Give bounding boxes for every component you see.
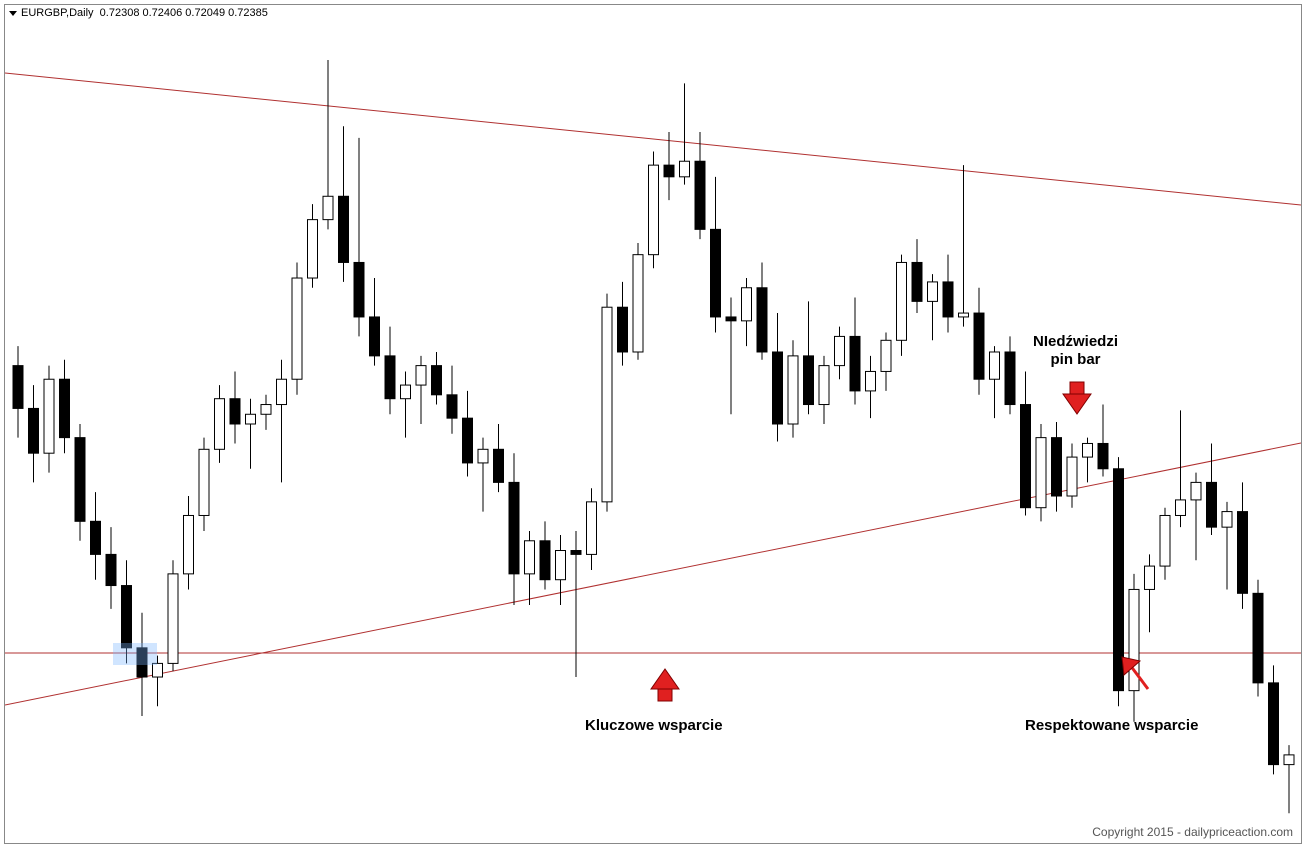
candle-body (587, 502, 597, 555)
candle-body (664, 165, 674, 177)
candle-body (370, 317, 380, 356)
candle-body (1067, 457, 1077, 496)
candle-body (463, 418, 473, 463)
candle-body (773, 352, 783, 424)
chart-container[interactable]: EURGBP,Daily 0.72308 0.72406 0.72049 0.7… (4, 4, 1302, 844)
candle-body (261, 405, 271, 415)
candle-body (1021, 405, 1031, 508)
symbol-label: EURGBP,Daily (21, 7, 94, 19)
candle-body (1269, 683, 1279, 765)
candle-body (804, 356, 814, 405)
candle-body (91, 521, 101, 554)
candle-body (106, 554, 116, 585)
candle-body (44, 379, 54, 453)
candle-body (246, 414, 256, 424)
candle-body (1052, 438, 1062, 496)
candle-body (835, 336, 845, 365)
candle-body (757, 288, 767, 352)
candle-body (1098, 443, 1108, 468)
candle-body (649, 165, 659, 255)
candle-body (401, 385, 411, 399)
candle-body (742, 288, 752, 321)
candle-body (29, 408, 39, 453)
candle-body (1238, 512, 1248, 594)
candle-body (447, 395, 457, 418)
candle-body (571, 551, 581, 555)
candle-body (199, 449, 209, 515)
candle-body (153, 663, 163, 677)
dropdown-icon[interactable] (9, 11, 17, 16)
ohlc-label: 0.72308 0.72406 0.72049 0.72385 (100, 7, 268, 19)
candle-body (912, 262, 922, 301)
candle-body (633, 255, 643, 352)
candle-body (618, 307, 628, 352)
candle-body (1160, 515, 1170, 566)
candle-body (850, 336, 860, 390)
candle-body (602, 307, 612, 502)
candle-body (230, 399, 240, 424)
candle-body (75, 438, 85, 522)
candle-body (494, 449, 504, 482)
candle-body (385, 356, 395, 399)
candle-body (1036, 438, 1046, 508)
candle-body (695, 161, 705, 229)
candle-body (1005, 352, 1015, 405)
candle-body (525, 541, 535, 574)
candle-body (711, 229, 721, 317)
candle-body (1145, 566, 1155, 589)
candle-body (556, 551, 566, 580)
candle-body (509, 482, 519, 573)
highlight-box (113, 643, 157, 665)
candle-body (277, 379, 287, 404)
candle-body (943, 282, 953, 317)
candle-body (354, 262, 364, 316)
annotation-label: NIedźwiedzi pin bar (1033, 333, 1118, 369)
candle-body (1207, 482, 1217, 527)
candle-body (478, 449, 488, 463)
annotation-label: Kluczowe wsparcie (585, 717, 723, 735)
candle-body (788, 356, 798, 424)
candle-body (928, 282, 938, 301)
candle-body (308, 220, 318, 278)
candle-body (122, 586, 132, 648)
candle-body (1284, 755, 1294, 765)
candle-body (215, 399, 225, 450)
candle-body (974, 313, 984, 379)
candle-body (726, 317, 736, 321)
candle-body (13, 366, 23, 409)
candle-body (432, 366, 442, 395)
candle-body (1222, 512, 1232, 528)
candle-body (897, 262, 907, 340)
annotation-arrow (1063, 382, 1091, 414)
candle-body (416, 366, 426, 385)
annotation-arrow (651, 669, 679, 701)
candle-body (323, 196, 333, 219)
candle-body (990, 352, 1000, 379)
candle-body (339, 196, 349, 262)
candle-body (819, 366, 829, 405)
candle-body (292, 278, 302, 379)
candle-body (184, 515, 194, 573)
candle-body (881, 340, 891, 371)
candle-body (866, 371, 876, 390)
candle-body (60, 379, 70, 437)
chart-header[interactable]: EURGBP,Daily 0.72308 0.72406 0.72049 0.7… (6, 6, 271, 20)
candle-body (959, 313, 969, 317)
candle-body (168, 574, 178, 664)
candle-body (540, 541, 550, 580)
candle-body (1191, 482, 1201, 500)
candle-body (680, 161, 690, 177)
annotation-label: Respektowane wsparcie (1025, 717, 1198, 735)
candle-body (1083, 443, 1093, 457)
candle-body (1253, 593, 1263, 683)
candle-body (1176, 500, 1186, 516)
copyright: Copyright 2015 - dailypriceaction.com (1092, 825, 1293, 839)
